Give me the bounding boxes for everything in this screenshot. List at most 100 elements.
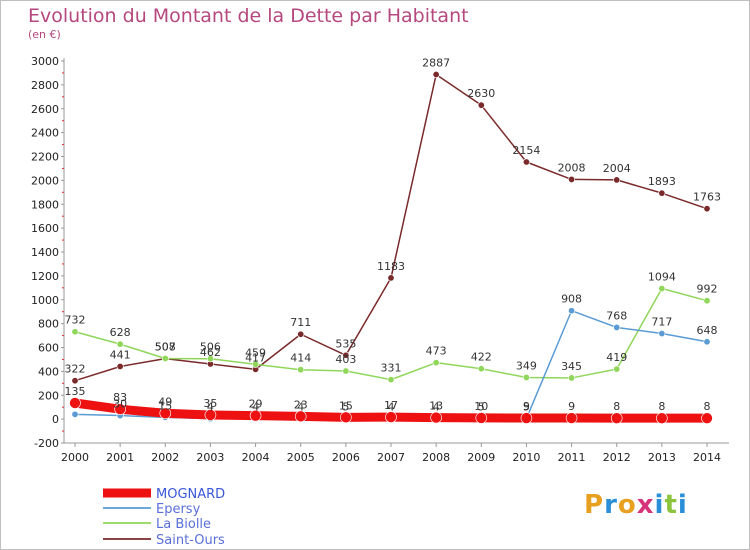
data-point (342, 351, 350, 359)
data-label: 419 (606, 351, 627, 364)
data-label: 10 (474, 400, 488, 413)
y-tick-label: -200 (34, 437, 59, 450)
logo-letter: t (664, 490, 678, 520)
data-label: 5 (342, 401, 349, 414)
data-point (206, 355, 214, 363)
data-label: 8 (704, 400, 711, 413)
y-tick-label: 2000 (31, 174, 59, 187)
data-label: 17 (384, 399, 398, 412)
data-label: 508 (155, 340, 176, 353)
x-tick-label: 2014 (693, 451, 721, 464)
data-point (613, 176, 621, 184)
chart-title: Evolution du Montant de la Dette par Hab… (28, 5, 469, 27)
data-label: 1094 (648, 271, 676, 284)
data-label: 8 (658, 400, 665, 413)
legend-label: Saint-Ours (156, 533, 225, 548)
data-label: 1763 (693, 191, 721, 204)
data-label: 5 (523, 401, 530, 414)
data-label: 711 (290, 316, 311, 329)
data-point (656, 412, 668, 424)
data-label: 4 (388, 401, 395, 414)
data-label: 135 (65, 385, 86, 398)
y-tick-label: 600 (38, 342, 59, 355)
data-label: 4 (297, 401, 304, 414)
data-point (568, 374, 576, 382)
logo-letter: i (677, 490, 688, 520)
data-label: 8 (613, 400, 620, 413)
data-label: 768 (606, 309, 627, 322)
data-point (658, 285, 666, 293)
data-point (252, 360, 260, 368)
logo-letter: P (584, 490, 605, 520)
data-point (568, 307, 576, 315)
series-saint-ours (71, 70, 711, 385)
x-tick-label: 2006 (332, 451, 360, 464)
x-tick-label: 2007 (377, 451, 405, 464)
data-point (430, 411, 442, 424)
legend-label: La Biolle (156, 517, 211, 532)
data-label: 331 (381, 362, 402, 375)
x-tick-label: 2011 (558, 451, 586, 464)
data-point (342, 367, 350, 375)
data-point (703, 205, 711, 213)
data-label: 35 (203, 397, 217, 410)
y-tick-label: 2400 (31, 127, 59, 140)
data-label: 5 (478, 401, 485, 414)
data-point (658, 330, 666, 338)
series-mognard (69, 397, 713, 424)
x-tick-label: 2010 (512, 451, 540, 464)
data-label: 2887 (422, 56, 450, 69)
y-tick-label: 1200 (31, 270, 59, 283)
data-point (71, 377, 79, 385)
data-label: 349 (516, 359, 537, 372)
data-label: 422 (471, 351, 492, 364)
logo-letter: x (636, 490, 655, 520)
y-tick-label: 3000 (31, 55, 59, 68)
data-point (475, 412, 488, 424)
data-point (71, 328, 79, 336)
data-point (568, 175, 576, 183)
data-label: 13 (429, 400, 443, 413)
data-point (477, 365, 485, 373)
data-point (701, 412, 713, 424)
data-label: 2008 (558, 161, 586, 174)
data-label: 1183 (377, 260, 405, 273)
data-label: 459 (245, 346, 266, 359)
data-label: 49 (158, 395, 172, 408)
series-line (74, 73, 708, 382)
y-tick-label: 2200 (31, 151, 59, 164)
data-label: 4 (433, 401, 440, 414)
data-point (703, 338, 711, 346)
data-label: 628 (110, 326, 131, 339)
x-tick-label: 2001 (106, 451, 134, 464)
series-la-biolle (71, 285, 711, 384)
data-point (387, 274, 395, 282)
data-label: 473 (426, 345, 447, 358)
data-label: 908 (561, 293, 582, 306)
y-tick-label: 1000 (31, 294, 59, 307)
data-label: 417 (245, 351, 266, 364)
data-label: 506 (200, 341, 221, 354)
data-label: 2154 (512, 144, 540, 157)
x-tick-label: 2013 (648, 451, 676, 464)
data-label: 322 (65, 363, 86, 376)
data-label: 15 (158, 399, 172, 412)
data-point (116, 362, 124, 370)
data-point (249, 409, 262, 422)
data-label: 29 (249, 398, 263, 411)
legend-label: MOGNARD (156, 487, 225, 502)
proxiti-logo: Proxiti (584, 490, 688, 520)
y-tick-label: 1400 (31, 246, 59, 259)
data-point (387, 376, 395, 384)
data-label: 4 (207, 401, 214, 414)
logo-letter: r (604, 490, 618, 520)
data-point (703, 297, 711, 305)
data-point (71, 410, 79, 418)
data-label: 83 (113, 391, 127, 404)
x-tick-label: 2003 (196, 451, 224, 464)
data-label: 717 (651, 316, 672, 329)
data-point (522, 373, 530, 381)
logo-letter: o (617, 490, 637, 520)
